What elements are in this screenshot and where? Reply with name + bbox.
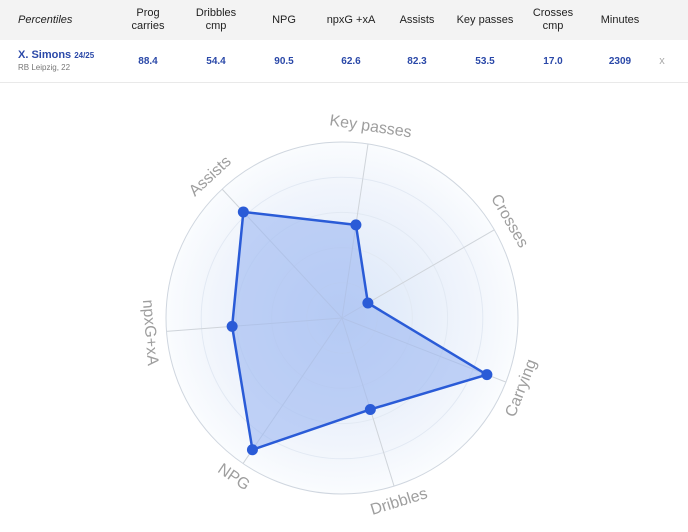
radar-data-point[interactable] [226,320,238,332]
value-npxg-xa: 62.6 [341,55,361,67]
value-assists: 82.3 [407,55,427,67]
percentiles-table: Percentiles Prog carries Dribbles cmp NP… [0,0,688,84]
radar-data-point[interactable] [237,206,249,218]
radar-series [226,206,493,456]
table-header: Percentiles Prog carries Dribbles cmp NP… [0,0,688,41]
radar-chart: Key passesCrossesCarryingDribblesNPGnpxG… [139,112,541,519]
value-dribbles-cmp: 54.4 [206,55,226,67]
player-name[interactable]: X. Simons 24/25 [18,49,95,61]
column-header-dribbles-cmp[interactable]: Dribbles cmp [195,7,237,32]
radar-data-point[interactable] [362,297,374,309]
radar-data-point[interactable] [246,444,258,456]
column-header-npg[interactable]: NPG [272,13,296,26]
player-season: 24/25 [74,51,95,60]
column-header-minutes[interactable]: Minutes [600,13,640,26]
radar-grid-ring [200,176,484,460]
radar-axis-label: Key passes [328,112,412,141]
remove-player-button[interactable]: x [659,55,665,67]
value-minutes: 2309 [608,55,632,67]
value-prog-carries: 88.4 [138,55,158,67]
value-npg: 90.5 [274,55,294,67]
radar-series-area [230,210,489,451]
column-header-npxg-xa[interactable]: npxG +xA [326,13,376,26]
radar-axis-label: npxG+xA [139,299,161,367]
radar-data-point[interactable] [364,403,376,415]
column-header-crosses-cmp[interactable]: Crosses cmp [532,7,574,32]
player-team-info: RB Leipzig, 22 [18,63,71,72]
column-header-assists[interactable]: Assists [399,13,435,26]
column-header-prog-carries[interactable]: Prog carries [131,7,165,32]
column-header-key-passes[interactable]: Key passes [456,13,514,26]
value-key-passes: 53.5 [475,55,495,67]
radar-data-point[interactable] [481,369,493,381]
radar-data-point[interactable] [350,219,362,231]
percentiles-label: Percentiles [18,13,73,26]
value-crosses-cmp: 17.0 [543,55,563,67]
table-row: X. Simons 24/25 RB Leipzig, 22 88.4 54.4 … [0,40,688,83]
